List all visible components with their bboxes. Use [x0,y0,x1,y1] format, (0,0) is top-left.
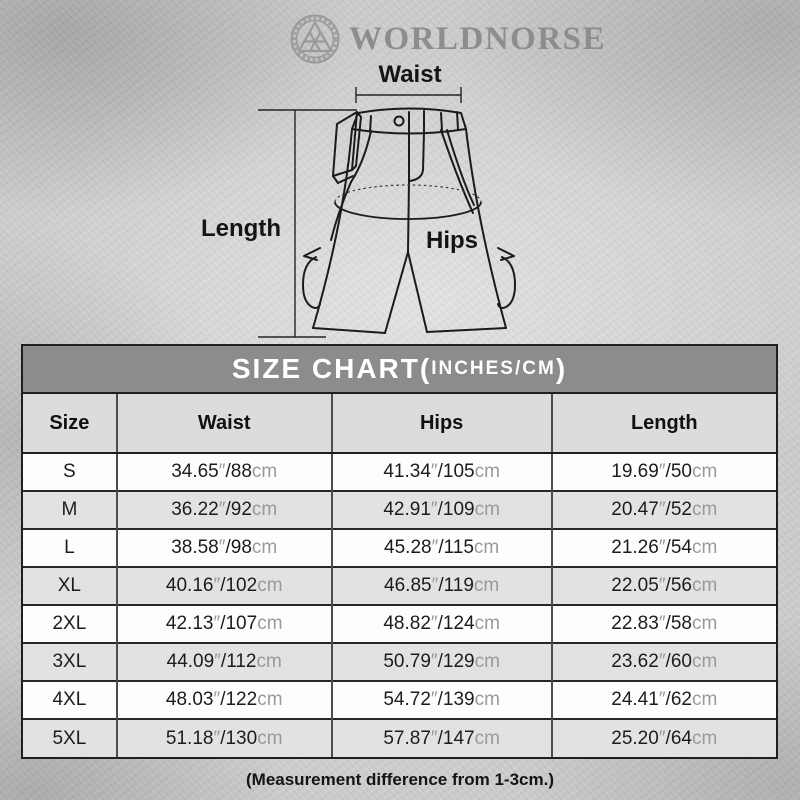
hips-value: 48.82″/124cm [330,604,552,643]
measurement-note: (Measurement difference from 1-3cm.) [246,770,554,789]
title-main: SIZE CHART( [231,353,432,384]
size-value: 5XL [23,718,117,757]
length-value: 20.47″/52cm [550,490,776,529]
title-units: INCHES/CM [431,358,556,379]
size-table-body: S 34.65″/88cm 41.34″/105cm 19.69″/50cm M [23,453,776,757]
hips-value: 46.85″/119cm [330,566,552,605]
table-row: 2XL 42.13″/107cm 48.82″/124cm 22.83″/58c… [23,604,776,643]
valknut-logo-icon [290,14,340,64]
table-row: S 34.65″/88cm 41.34″/105cm 19.69″/50cm [23,453,776,491]
size-value: XL [23,566,117,605]
waist-value: 34.65″/88cm [115,453,332,491]
length-value: 19.69″/50cm [550,453,776,491]
hips-value: 54.72″/139cm [330,680,552,719]
size-value: L [23,528,117,567]
waist-value: 44.09″/112cm [115,642,332,681]
waist-value: 40.16″/102cm [115,566,332,605]
table-row: 3XL 44.09″/112cm 50.79″/129cm 23.62″/60c… [23,642,776,681]
shorts-outline [302,107,516,334]
waist-value: 48.03″/122cm [115,680,332,719]
hips-value: 50.79″/129cm [330,642,552,681]
length-value: 21.26″/54cm [550,528,776,567]
table-row: XL 40.16″/102cm 46.85″/119cm 22.05″/56cm [23,566,776,605]
length-value: 22.83″/58cm [550,604,776,643]
size-value: S [23,453,117,491]
hips-label: Hips [426,227,478,254]
hips-ellipse-dotted [334,184,482,203]
shorts-measurement-diagram: Waist Length Hips [201,61,516,338]
col-header-waist: Waist [115,394,332,454]
size-value: M [23,490,117,529]
brand-name: WORLDNORSE [349,21,607,57]
hips-value: 45.28″/115cm [330,528,552,567]
waist-value: 38.58″/98cm [115,528,332,567]
length-value: 23.62″/60cm [550,642,776,681]
size-table: Size Waist Hips Length S 34.65″/88cm 41. [23,394,776,757]
col-header-hips: Hips [330,394,552,454]
waist-measure-line [355,87,462,103]
length-value: 22.05″/56cm [550,566,776,605]
waist-label: Waist [378,61,441,88]
waist-value: 36.22″/92cm [115,490,332,529]
size-chart-panel: SIZE CHART( INCHES/CM ) Size Waist Hips … [21,344,778,759]
waist-value: 51.18″/130cm [115,718,332,757]
length-measure-line [258,109,357,338]
size-table-header-row: Size Waist Hips Length [23,394,776,454]
col-header-length: Length [550,394,776,454]
size-value: 2XL [23,604,117,643]
hips-value: 41.34″/105cm [330,453,552,491]
hips-ellipse-solid [334,201,482,220]
length-value: 25.20″/64cm [550,718,776,757]
length-label: Length [201,215,281,242]
size-value: 4XL [23,680,117,719]
table-row: M 36.22″/92cm 42.91″/109cm 20.47″/52cm [23,490,776,529]
hips-value: 57.87″/147cm [330,718,552,757]
col-header-size: Size [23,394,117,454]
table-row: 4XL 48.03″/122cm 54.72″/139cm 24.41″/62c… [23,680,776,719]
hips-value: 42.91″/109cm [330,490,552,529]
title-close: ) [555,353,568,384]
size-chart-title: SIZE CHART( INCHES/CM ) [23,346,776,394]
length-value: 24.41″/62cm [550,680,776,719]
table-row: 5XL 51.18″/130cm 57.87″/147cm 25.20″/64c… [23,718,776,757]
table-row: L 38.58″/98cm 45.28″/115cm 21.26″/54cm [23,528,776,567]
size-value: 3XL [23,642,117,681]
waist-value: 42.13″/107cm [115,604,332,643]
